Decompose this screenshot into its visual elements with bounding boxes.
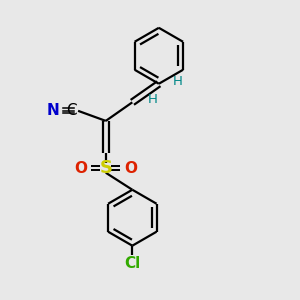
Text: H: H — [148, 93, 158, 106]
Text: H: H — [173, 75, 183, 88]
Text: O: O — [74, 160, 88, 175]
Text: Cl: Cl — [124, 256, 140, 271]
Text: S: S — [99, 159, 112, 177]
Text: N: N — [47, 103, 60, 118]
Text: C: C — [66, 103, 76, 118]
Text: O: O — [124, 160, 137, 175]
